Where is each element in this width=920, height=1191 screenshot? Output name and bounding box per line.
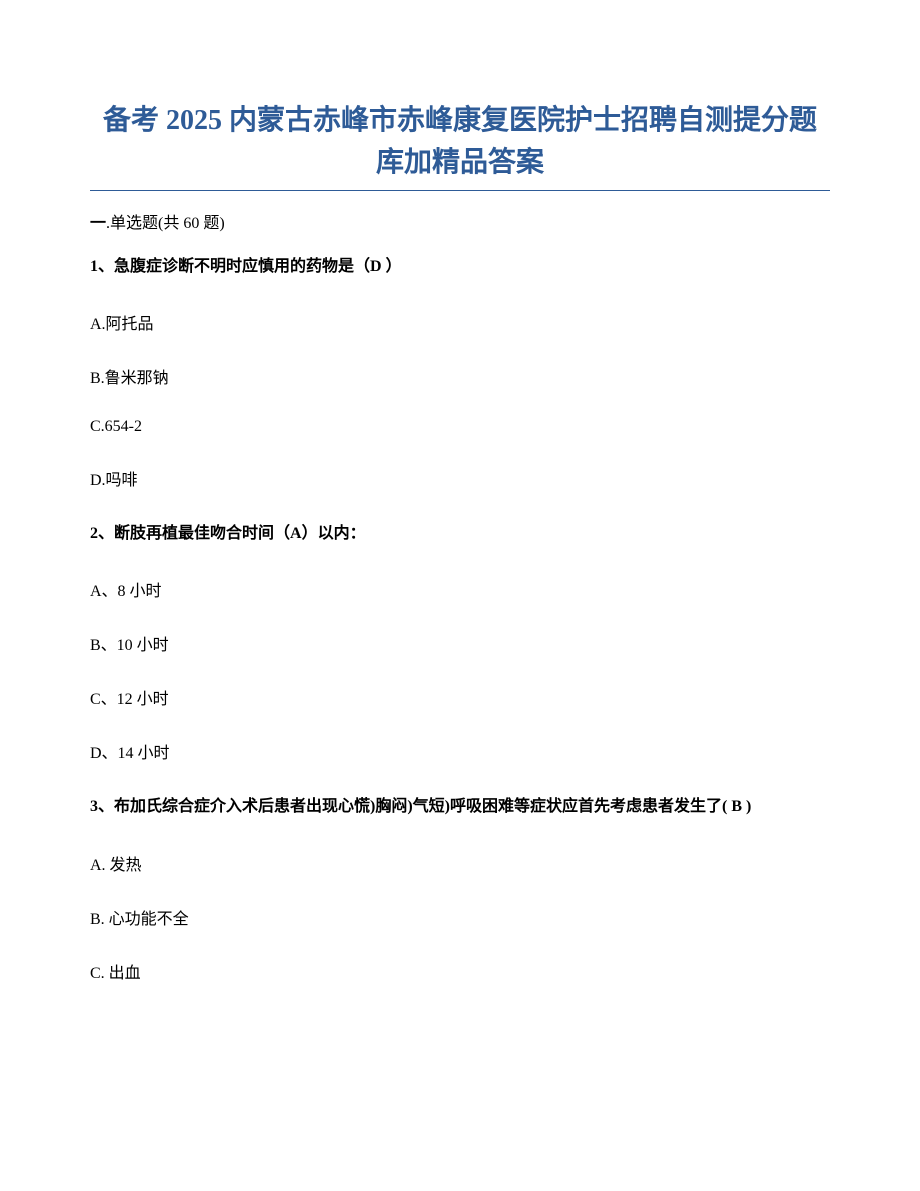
question-1: 1、急腹症诊断不明时应慎用的药物是（D ） <box>90 253 830 280</box>
q3-option-a: A. 发热 <box>90 851 830 875</box>
question-stem: 断肢再植最佳吻合时间（A）以内： <box>114 525 366 542</box>
question-number: 1、 <box>90 258 114 275</box>
question-stem: 急腹症诊断不明时应慎用的药物是（D ） <box>114 258 402 275</box>
q1-option-b: B.鲁米那钠 <box>90 364 830 388</box>
q1-option-d: D.吗啡 <box>90 466 830 490</box>
section-prefix: 一 <box>90 215 106 232</box>
q3-option-c: C. 出血 <box>90 959 830 983</box>
title-line-2: 库加精品答案 <box>376 147 544 178</box>
question-number: 3、 <box>90 798 114 815</box>
q2-option-c: C、12 小时 <box>90 685 830 709</box>
question-3: 3、布加氏综合症介入术后患者出现心慌)胸闷)气短)呼吸困难等症状应首先考虑患者发… <box>90 793 830 820</box>
q2-option-d: D、14 小时 <box>90 739 830 763</box>
q1-option-a: A.阿托品 <box>90 310 830 334</box>
document-page: 备考 2025 内蒙古赤峰市赤峰康复医院护士招聘自测提分题 库加精品答案 一.单… <box>0 0 920 1073</box>
question-stem: 布加氏综合症介入术后患者出现心慌)胸闷)气短)呼吸困难等症状应首先考虑患者发生了… <box>114 798 751 815</box>
question-2: 2、断肢再植最佳吻合时间（A）以内： <box>90 520 830 547</box>
title-line-1: 备考 2025 内蒙古赤峰市赤峰康复医院护士招聘自测提分题 <box>103 105 817 136</box>
section-label: .单选题(共 60 题) <box>106 215 225 232</box>
q3-option-b: B. 心功能不全 <box>90 905 830 929</box>
q1-option-c: C.654-2 <box>90 418 830 436</box>
section-header: 一.单选题(共 60 题) <box>90 209 830 233</box>
q2-option-a: A、8 小时 <box>90 577 830 601</box>
document-title: 备考 2025 内蒙古赤峰市赤峰康复医院护士招聘自测提分题 库加精品答案 <box>90 100 830 184</box>
question-number: 2、 <box>90 525 114 542</box>
title-underline <box>90 190 830 191</box>
q2-option-b: B、10 小时 <box>90 631 830 655</box>
